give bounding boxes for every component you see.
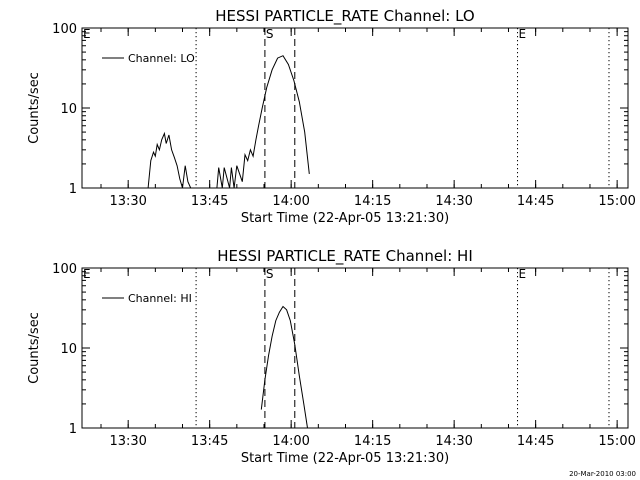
annotation-label: E	[519, 27, 527, 41]
x-tick-label: 14:30	[435, 194, 472, 209]
annotation-label: E	[83, 27, 91, 41]
x-tick-label: 13:45	[191, 194, 228, 209]
legend-label: Channel: HI	[128, 292, 192, 305]
annotation-label: S	[266, 267, 274, 281]
y-tick-label: 1	[69, 182, 77, 197]
y-axis-label: Counts/sec	[27, 72, 42, 144]
y-tick-label: 100	[52, 22, 77, 37]
footer-timestamp: 20-Mar-2010 03:00	[569, 470, 636, 478]
x-tick-label: 14:00	[272, 434, 309, 449]
chart-title: HESSI PARTICLE_RATE Channel: HI	[217, 247, 473, 266]
annotation-label: E	[519, 267, 527, 281]
x-tick-label: 14:00	[272, 194, 309, 209]
x-tick-label: 14:30	[435, 434, 472, 449]
x-tick-label: 14:15	[354, 434, 391, 449]
x-tick-label: 13:30	[109, 434, 146, 449]
chart-panel-2: HESSI PARTICLE_RATE Channel: HI 13:30 13:4…	[27, 247, 636, 466]
x-tick-label: 14:15	[354, 194, 391, 209]
x-tick-label: 13:30	[109, 194, 146, 209]
x-tick-label: 14:45	[517, 434, 554, 449]
x-axis-label: Start Time (22-Apr-05 13:21:30)	[241, 451, 449, 466]
y-tick-label: 10	[60, 342, 77, 357]
annotation-label: E	[83, 267, 91, 281]
series-line	[147, 55, 310, 189]
y-axis-label: Counts/sec	[27, 312, 42, 384]
chart-title: HESSI PARTICLE_RATE Channel: LO	[215, 7, 474, 26]
y-tick-label: 10	[60, 102, 77, 117]
x-axis-label: Start Time (22-Apr-05 13:21:30)	[241, 211, 449, 226]
annotation-label: S	[266, 27, 274, 41]
x-tick-label: 15:00	[598, 434, 635, 449]
x-tick-label: 13:45	[191, 434, 228, 449]
x-tick-label: 15:00	[598, 194, 635, 209]
y-tick-label: 1	[69, 422, 77, 437]
legend-label: Channel: LO	[128, 52, 195, 65]
chart-panel-1: HESSI PARTICLE_RATE Channel: LO 13:30 13:4…	[27, 7, 636, 226]
x-tick-label: 14:45	[517, 194, 554, 209]
series-line	[260, 305, 308, 429]
y-tick-label: 100	[52, 262, 77, 277]
